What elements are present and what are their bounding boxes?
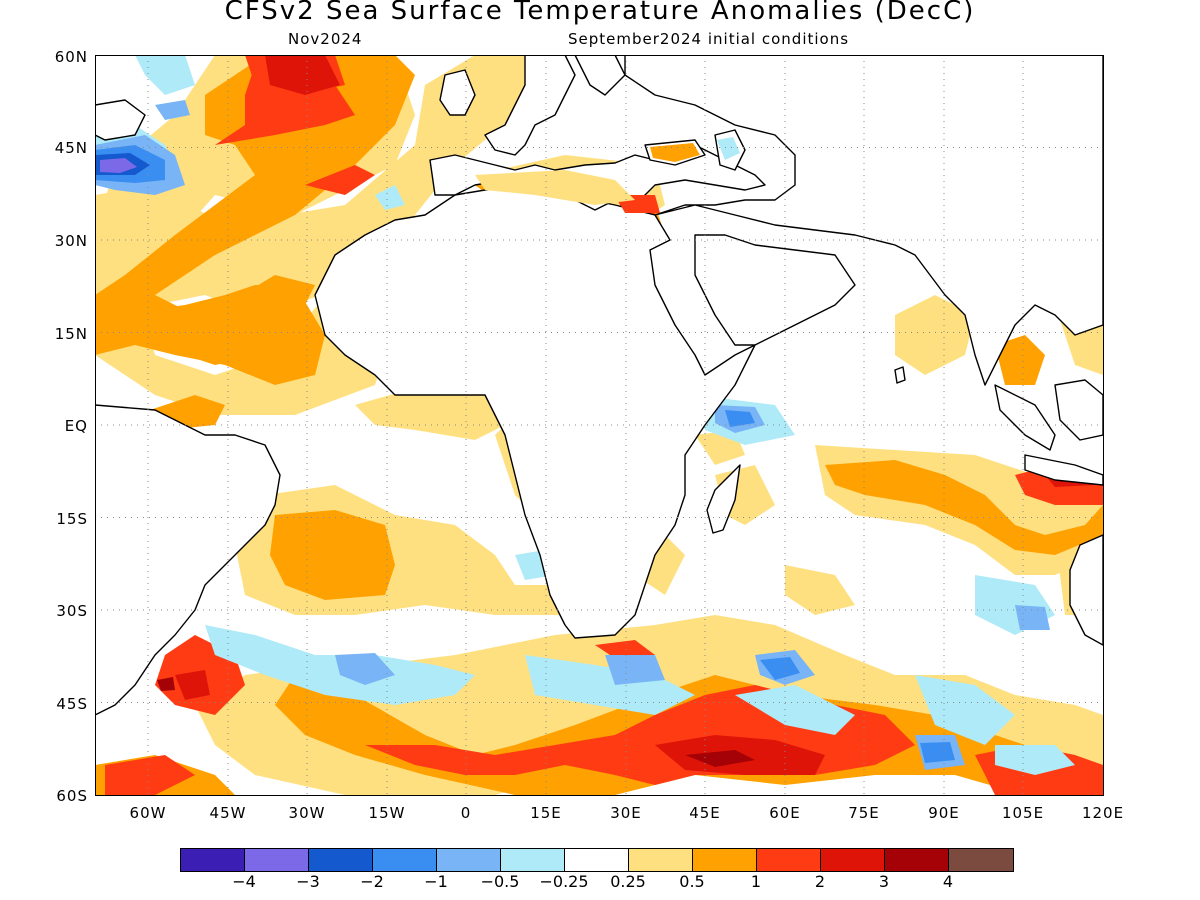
colorbar-tick-label: 4 bbox=[942, 872, 954, 891]
lat-label-30s: 30S bbox=[56, 602, 88, 620]
lon-label-45w: 45W bbox=[209, 804, 247, 822]
lon-label-90e: 90E bbox=[928, 804, 960, 822]
lon-label-60w: 60W bbox=[129, 804, 167, 822]
colorbar-tick-label: −2 bbox=[360, 872, 384, 891]
lon-label-45e: 45E bbox=[689, 804, 721, 822]
colorbar-swatch bbox=[693, 849, 757, 871]
inland-sea-anomalies bbox=[475, 137, 740, 213]
colorbar-swatch bbox=[309, 849, 373, 871]
colorbar bbox=[180, 848, 1014, 872]
anomaly-fill-purple bbox=[100, 158, 137, 173]
colorbar-tick-label: −0.25 bbox=[539, 872, 589, 891]
colorbar-swatch bbox=[373, 849, 437, 871]
lon-label-120e: 120E bbox=[1081, 804, 1125, 822]
lat-label-60s: 60S bbox=[56, 787, 88, 805]
colorbar-swatch bbox=[565, 849, 629, 871]
anomaly-map bbox=[95, 55, 1103, 795]
anomaly-fill-maroon bbox=[157, 677, 755, 767]
lat-label-15n: 15N bbox=[54, 325, 88, 343]
lat-label-eq: EQ bbox=[64, 417, 88, 435]
chart-title: CFSv2 Sea Surface Temperature Anomalies … bbox=[224, 0, 976, 26]
colorbar-tick-label: −0.5 bbox=[480, 872, 520, 891]
lon-label-60e: 60E bbox=[769, 804, 801, 822]
lon-label-75e: 75E bbox=[848, 804, 880, 822]
lat-label-30n: 30N bbox=[54, 232, 88, 250]
colorbar-tick-label: 0.25 bbox=[610, 872, 646, 891]
graticule bbox=[95, 55, 1103, 795]
colorbar-tick-label: 3 bbox=[878, 872, 890, 891]
colorbar-tick-label: −1 bbox=[424, 872, 448, 891]
lon-label-30e: 30E bbox=[610, 804, 642, 822]
lon-label-105e: 105E bbox=[1001, 804, 1045, 822]
colorbar-tick-label: −4 bbox=[232, 872, 256, 891]
colorbar-swatch bbox=[757, 849, 821, 871]
lat-label-45s: 45S bbox=[56, 695, 88, 713]
colorbar-swatch bbox=[437, 849, 501, 871]
colorbar-swatch bbox=[629, 849, 693, 871]
colorbar-swatch bbox=[949, 849, 1013, 871]
colorbar-tick-label: 2 bbox=[814, 872, 826, 891]
lon-label-15e: 15E bbox=[530, 804, 562, 822]
lat-label-45n: 45N bbox=[54, 139, 88, 157]
lat-label-15s: 15S bbox=[56, 510, 88, 528]
lat-label-60n: 60N bbox=[54, 48, 88, 66]
colorbar-tick-label: 1 bbox=[750, 872, 762, 891]
colorbar-swatch bbox=[245, 849, 309, 871]
colorbar-tick-label: −3 bbox=[296, 872, 320, 891]
colorbar-swatch bbox=[821, 849, 885, 871]
lon-label-0: 0 bbox=[460, 804, 472, 822]
colorbar-swatch bbox=[885, 849, 949, 871]
valid-month-label: Nov2024 bbox=[288, 30, 363, 48]
colorbar-tick-label: 0.5 bbox=[679, 872, 705, 891]
lon-label-30w: 30W bbox=[288, 804, 326, 822]
initial-conditions-label: September2024 initial conditions bbox=[568, 30, 850, 48]
lon-label-15w: 15W bbox=[368, 804, 406, 822]
colorbar-swatch bbox=[501, 849, 565, 871]
colorbar-swatch bbox=[181, 849, 245, 871]
